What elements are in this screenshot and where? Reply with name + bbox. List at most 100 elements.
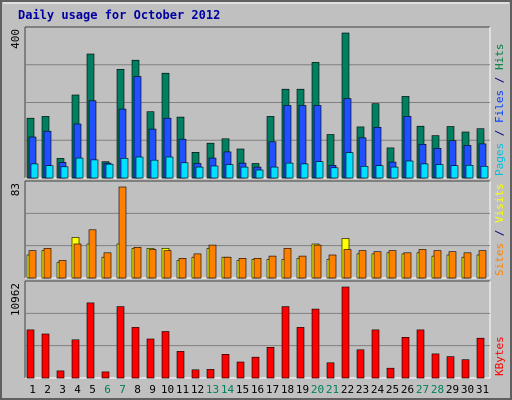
bar-sites-day-10 — [163, 250, 172, 279]
bar-kbytes-day-13 — [206, 369, 215, 379]
bar-pages-day-11 — [180, 162, 189, 179]
bar-pages-day-1 — [30, 163, 39, 179]
x-tick-label-day-18: 18 — [281, 383, 294, 396]
bar-sites-day-20 — [313, 244, 322, 279]
x-tick-label-day-17: 17 — [266, 383, 279, 396]
x-tick-label-day-7: 7 — [119, 383, 126, 396]
bar-sites-day-18 — [283, 248, 292, 279]
bar-pages-day-26 — [405, 160, 414, 179]
bar-pages-day-3 — [60, 166, 69, 179]
bar-sites-day-19 — [298, 255, 307, 279]
x-tick-label-day-19: 19 — [296, 383, 309, 396]
bar-kbytes-day-11 — [176, 351, 185, 379]
bar-kbytes-day-28 — [431, 353, 440, 379]
bar-kbytes-day-17 — [266, 346, 275, 379]
bar-kbytes-day-16 — [251, 356, 260, 379]
bar-sites-day-23 — [358, 250, 367, 279]
bar-pages-day-6 — [105, 163, 114, 179]
bar-kbytes-day-29 — [446, 356, 455, 379]
bar-sites-day-30 — [463, 252, 472, 279]
bar-pages-day-5 — [90, 159, 99, 179]
x-tick-label-day-31: 31 — [476, 383, 489, 396]
bar-kbytes-day-20 — [311, 308, 320, 379]
bar-kbytes-day-30 — [461, 359, 470, 379]
bar-sites-day-8 — [133, 247, 142, 279]
bar-sites-day-26 — [403, 252, 412, 279]
x-tick-label-day-1: 1 — [29, 383, 36, 396]
bar-sites-day-21 — [328, 254, 337, 279]
bar-sites-day-31 — [478, 250, 487, 279]
x-tick-label-day-13: 13 — [206, 383, 219, 396]
bar-pages-day-14 — [225, 164, 234, 179]
bar-kbytes-day-10 — [161, 331, 170, 379]
bar-kbytes-day-1 — [26, 329, 35, 379]
x-tick-label-day-30: 30 — [461, 383, 474, 396]
bar-kbytes-day-18 — [281, 306, 290, 379]
bar-pages-day-17 — [270, 166, 279, 179]
bar-pages-day-10 — [165, 156, 174, 179]
y-axis-max-label: 10962 — [9, 283, 22, 316]
bar-pages-day-8 — [135, 156, 144, 179]
bar-pages-day-13 — [210, 165, 219, 179]
bar-sites-day-14 — [223, 256, 232, 279]
x-tick-label-day-5: 5 — [89, 383, 96, 396]
legend-entry: Sites — [493, 243, 506, 276]
x-tick-label-day-11: 11 — [176, 383, 189, 396]
x-tick-label-day-22: 22 — [341, 383, 354, 396]
bar-pages-day-9 — [150, 159, 159, 179]
bar-kbytes-day-24 — [371, 329, 380, 379]
bar-pages-day-12 — [195, 166, 204, 179]
bar-pages-day-29 — [450, 165, 459, 179]
bar-sites-day-16 — [253, 257, 262, 279]
bar-kbytes-day-4 — [71, 339, 80, 379]
bar-sites-day-28 — [433, 250, 442, 279]
bar-pages-day-28 — [435, 164, 444, 179]
bar-kbytes-day-6 — [101, 371, 110, 379]
legend-hits_files_pages: Pages / Files / Hits — [493, 44, 506, 177]
bar-sites-day-9 — [148, 249, 157, 279]
x-tick-label-day-25: 25 — [386, 383, 399, 396]
x-tick-label-day-2: 2 — [44, 383, 51, 396]
bar-sites-day-13 — [208, 244, 217, 279]
bar-pages-day-15 — [240, 166, 249, 179]
bar-kbytes-day-23 — [356, 349, 365, 379]
x-tick-label-day-4: 4 — [74, 383, 81, 396]
bar-kbytes-day-2 — [41, 333, 50, 379]
bar-sites-day-15 — [238, 257, 247, 279]
x-tick-label-day-24: 24 — [371, 383, 385, 396]
bar-pages-day-25 — [390, 166, 399, 179]
legend-entry: Files — [493, 90, 506, 130]
bar-sites-day-22 — [343, 249, 352, 279]
bar-pages-day-20 — [315, 161, 324, 179]
x-tick-label-day-8: 8 — [134, 383, 141, 396]
bar-kbytes-day-25 — [386, 367, 395, 379]
bar-sites-day-27 — [418, 249, 427, 279]
x-tick-label-day-16: 16 — [251, 383, 264, 396]
y-axis-max-label: 83 — [9, 183, 22, 196]
bar-sites-day-2 — [43, 248, 52, 279]
bar-sites-day-29 — [448, 251, 457, 279]
bar-pages-day-16 — [255, 169, 264, 179]
x-tick-label-day-26: 26 — [401, 383, 414, 396]
bar-pages-day-19 — [300, 163, 309, 179]
bar-pages-day-27 — [420, 163, 429, 179]
legend-entry: KBytes — [493, 336, 506, 376]
bar-pages-day-24 — [375, 165, 384, 179]
bar-sites-day-5 — [88, 229, 97, 279]
bar-pages-day-21 — [330, 167, 339, 179]
x-tick-label-day-23: 23 — [356, 383, 369, 396]
legend-entry: Visits — [493, 183, 506, 229]
bar-kbytes-day-15 — [236, 361, 245, 379]
legend-visits_sites: Sites / Visits — [493, 183, 506, 276]
bar-kbytes-day-5 — [86, 302, 95, 379]
bar-kbytes-day-9 — [146, 338, 155, 379]
bar-sites-day-12 — [193, 253, 202, 279]
bar-pages-day-31 — [480, 166, 489, 179]
bar-sites-day-3 — [58, 260, 67, 279]
x-tick-label-day-29: 29 — [446, 383, 459, 396]
bar-sites-day-11 — [178, 257, 187, 279]
bar-kbytes-day-22 — [341, 286, 350, 379]
legend-entry: Hits — [493, 44, 506, 77]
